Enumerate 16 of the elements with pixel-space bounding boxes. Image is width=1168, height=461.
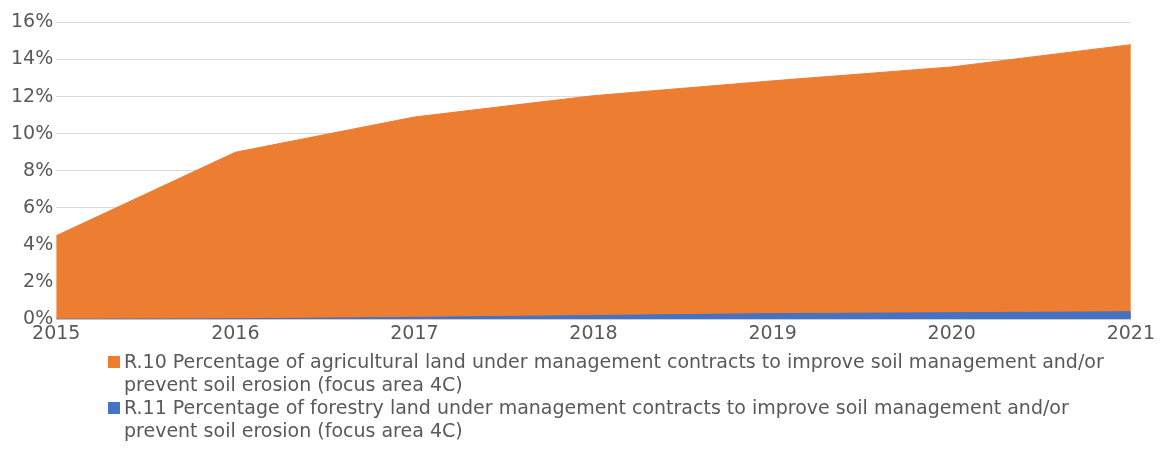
legend-label: R.10 Percentage of agricultural land under management contracts to improve soil management and/or prevent soil erosion (focus area 4C) (124, 350, 1105, 396)
x-tick-label: 2019 (748, 320, 797, 343)
y-tick-label: 12% (11, 83, 54, 106)
x-tick-label: 2018 (569, 320, 618, 343)
x-tick-label: 2020 (927, 320, 976, 343)
legend-label: R.11 Percentage of forestry land under management contracts to improve soil management and/or prevent soil erosion (focus area 4C) (124, 396, 1070, 442)
y-tick-label: 6% (23, 194, 54, 217)
x-tick-label: 2016 (211, 320, 260, 343)
x-tick-label: 2017 (390, 320, 439, 343)
x-tick-label: 2021 (1106, 320, 1155, 343)
y-tick-label: 4% (23, 231, 54, 254)
y-tick-label: 10% (11, 120, 54, 143)
y-tick-label: 16% (11, 9, 54, 32)
y-tick-label: 14% (11, 46, 54, 69)
y-tick-label: 8% (23, 157, 54, 180)
y-tick-label: 2% (23, 269, 54, 292)
